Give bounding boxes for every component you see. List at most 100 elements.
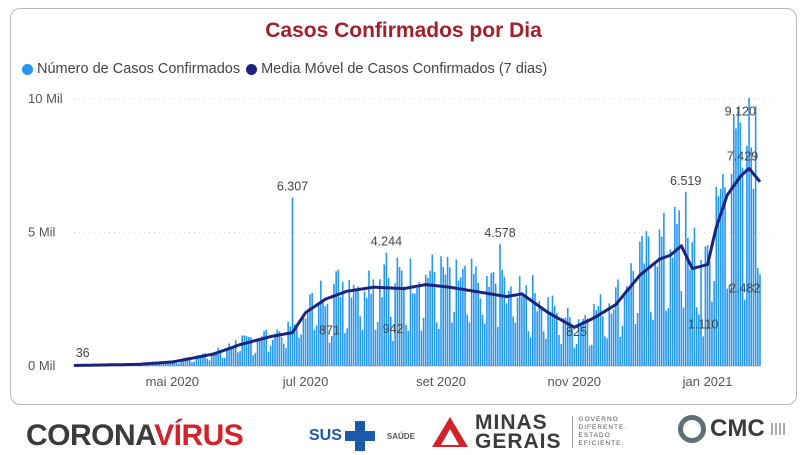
bar-daily-cases [298, 337, 300, 366]
bar-daily-cases [566, 307, 569, 366]
bar-daily-cases [221, 357, 224, 366]
bar-daily-cases [444, 274, 447, 366]
bar-daily-cases [256, 338, 259, 366]
bar-daily-cases [162, 364, 165, 366]
bar-daily-cases [267, 351, 270, 366]
bar-daily-cases [743, 299, 746, 366]
bar-daily-cases [658, 229, 661, 366]
bar-daily-cases [197, 357, 200, 366]
bar-daily-cases [282, 343, 285, 366]
bar-daily-cases [446, 256, 449, 366]
bar-daily-cases [241, 335, 244, 366]
bar-daily-cases [503, 276, 506, 366]
bar-daily-cases [597, 305, 600, 366]
bar-daily-cases [383, 264, 386, 366]
bar-daily-cases [678, 210, 680, 366]
bar-daily-cases [269, 345, 272, 366]
bar-daily-cases [326, 303, 329, 366]
bar-daily-cases [689, 269, 691, 366]
bar-daily-cases [213, 352, 215, 366]
bar-daily-cases [459, 277, 462, 366]
bar-daily-cases [331, 335, 333, 366]
bar-daily-cases [499, 243, 501, 366]
bar-daily-cases [752, 188, 755, 366]
bar-daily-cases [608, 303, 611, 366]
bar-daily-cases [302, 314, 305, 366]
legend-item-daily-cases[interactable]: Número de Casos Confirmados [22, 61, 240, 77]
bar-daily-cases [656, 266, 659, 366]
bar-daily-cases [313, 329, 316, 366]
bar-daily-cases [525, 285, 528, 366]
bar-daily-cases [483, 323, 486, 366]
bar-daily-cases [722, 173, 724, 366]
bar-daily-cases [208, 360, 211, 366]
data-label: 7.429 [727, 150, 758, 164]
bar-daily-cases [538, 300, 541, 366]
bar-daily-cases [438, 329, 440, 366]
bar-daily-cases [348, 279, 351, 366]
bar-daily-cases [676, 223, 678, 366]
bar-daily-cases [180, 359, 182, 366]
bar-daily-cases [304, 318, 307, 366]
bar-daily-cases [728, 284, 731, 366]
bar-daily-cases [278, 331, 281, 366]
bar-daily-cases [158, 363, 160, 366]
bar-daily-cases [547, 297, 549, 366]
corona-virus-logo: CORONAVÍRUS [26, 419, 244, 453]
bar-daily-cases [612, 309, 615, 366]
bar-daily-cases [280, 337, 283, 366]
bar-daily-cases [219, 349, 222, 366]
legend-marker-moving-average [246, 63, 258, 75]
bar-daily-cases [582, 318, 584, 366]
cmc-logo: CMC [678, 415, 785, 443]
bar-daily-cases [523, 296, 525, 366]
bar-daily-cases [615, 287, 617, 366]
bar-daily-cases [630, 263, 632, 366]
bar-daily-cases [193, 361, 195, 366]
bar-daily-cases [431, 254, 434, 366]
bar-daily-cases [226, 349, 228, 366]
bar-daily-cases [320, 280, 322, 366]
bar-daily-cases [715, 186, 718, 366]
grid-icon [770, 423, 785, 435]
bar-daily-cases [514, 322, 517, 366]
bar-daily-cases [315, 325, 318, 366]
bar-daily-cases [667, 308, 670, 366]
bar-daily-cases [228, 343, 230, 366]
bar-daily-cases [564, 317, 567, 366]
bar-daily-cases [750, 147, 753, 366]
bar-daily-cases [505, 303, 508, 366]
bar-daily-cases [390, 316, 392, 366]
bar-daily-cases [424, 274, 427, 366]
bar-daily-cases [669, 249, 672, 366]
bar-daily-cases [726, 288, 729, 366]
bar-daily-cases [551, 295, 554, 366]
legend-label-daily-cases: Número de Casos Confirmados [37, 61, 241, 77]
x-tick-label: nov 2020 [548, 374, 602, 389]
bar-daily-cases [407, 330, 410, 366]
bar-daily-cases [588, 345, 591, 366]
bar-daily-cases [411, 293, 414, 366]
legend-item-moving-average[interactable]: Media Móvel de Casos Confirmados (7 dias… [246, 61, 547, 77]
bar-daily-cases [647, 236, 650, 366]
bar-daily-cases [164, 362, 167, 366]
bar-daily-cases [577, 319, 580, 366]
bar-daily-cases [418, 282, 420, 366]
bar-daily-cases [632, 270, 635, 366]
bar-daily-cases [481, 314, 484, 366]
data-label: 942 [383, 322, 404, 336]
bar-daily-cases [682, 307, 685, 366]
data-label: 4.244 [371, 235, 402, 249]
bar-daily-cases [145, 364, 147, 366]
bar-daily-cases [735, 128, 737, 366]
bar-daily-cases [184, 357, 187, 366]
bar-daily-cases [636, 312, 639, 366]
bar-daily-cases [724, 186, 726, 366]
bar-daily-cases [606, 338, 608, 366]
x-tick-label: set 2020 [416, 374, 466, 389]
bar-daily-cases [245, 336, 248, 366]
bar-daily-cases [435, 322, 438, 366]
bar-daily-cases [422, 317, 425, 366]
bar-daily-cases [265, 329, 268, 366]
bar-daily-cases [274, 333, 276, 366]
